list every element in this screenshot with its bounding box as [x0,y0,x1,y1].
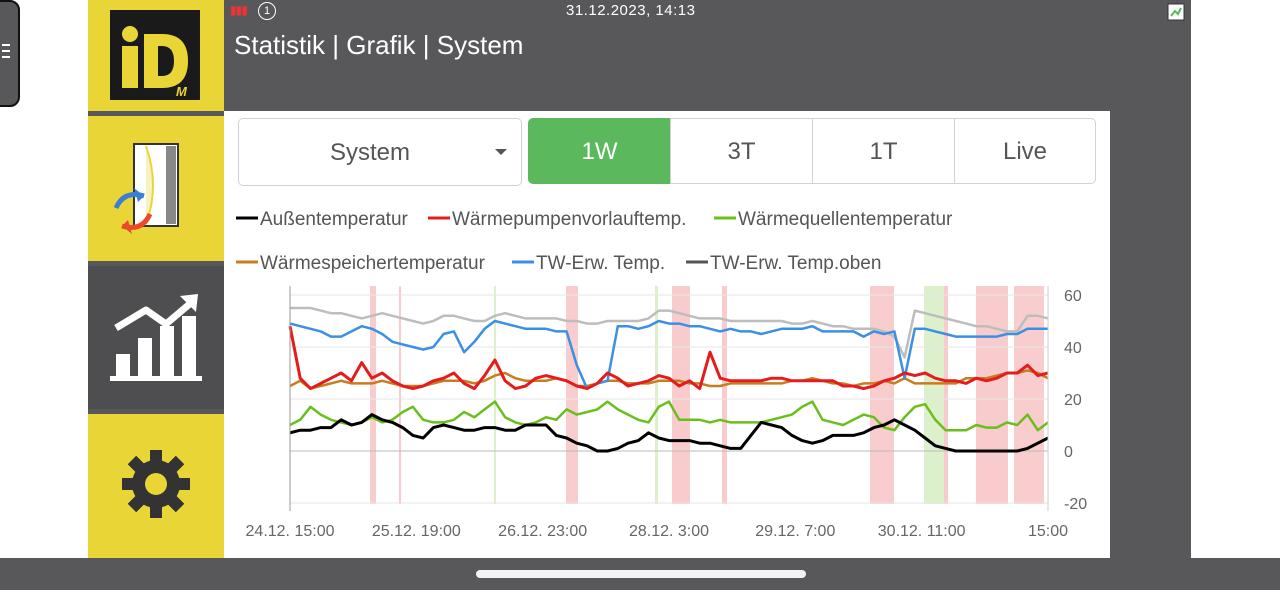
series-line-2 [289,400,1049,432]
sidebar-item-statistics[interactable] [88,266,224,409]
info-icon[interactable]: 1 [258,2,276,20]
y-tick-label: 0 [1064,444,1073,461]
y-tick-label: 40 [1064,340,1082,357]
back-arrow-icon[interactable] [1191,0,1280,558]
x-tick-label: 15:00 [1028,523,1068,540]
x-tick-label: 30.12. 11:00 [878,523,966,540]
legend-label-0[interactable]: Außentemperatur [260,209,409,230]
y-tick-label: 20 [1064,392,1082,409]
hamburger-icon [2,44,10,62]
idm-logo: M [110,10,200,100]
chevron-down-icon [495,149,507,155]
operation-bands [370,286,1044,504]
dropdown-value: System [329,139,410,166]
series-line-1 [288,325,1049,391]
series-line-5 [290,306,1049,359]
chart-icon [110,294,202,381]
range-3t-button[interactable]: 3T [670,118,813,184]
x-tick-label: 29.12. 7:00 [755,523,835,540]
chart-series [288,306,1049,453]
status-bar: ▮▮▮ 1 31.12.2023, 14:13 [230,0,1190,24]
y-tick-label: -20 [1064,496,1087,513]
heat-exchange-icon [113,143,179,234]
status-corner-icon [1167,3,1185,21]
series-line-3 [289,369,1049,390]
range-1t-button[interactable]: 1T [812,118,955,184]
page-title: Statistik | Grafik | System [234,30,524,60]
time-range-group: 1W 3T 1T Live [528,118,1096,184]
legend-label-4[interactable]: TW-Erw. Temp. [536,253,665,274]
range-1w-button[interactable]: 1W [528,118,671,184]
temperature-chart: Außentemperatur Wärmepumpenvorlauftemp. … [236,209,1087,540]
chart-axes: 60 40 20 0 -20 24.12. 15:00 25.12. 19:00 26.12.… [246,286,1087,540]
menu-handle[interactable] [0,0,20,107]
legend-label-1[interactable]: Wärmepumpenvorlauftemp. [452,209,686,230]
system-dropdown[interactable]: System [238,118,522,186]
x-tick-label: 28.12. 3:00 [629,523,709,540]
x-tick-label: 24.12. 15:00 [246,523,335,540]
y-tick-label: 60 [1064,288,1082,305]
sidebar-item-heat-exchange[interactable] [88,116,224,261]
home-indicator[interactable] [476,570,806,578]
datetime: 31.12.2023, 14:13 [566,2,696,19]
legend-label-5[interactable]: TW-Erw. Temp.oben [710,253,881,274]
series-line-4 [289,319,1048,390]
sidebar-item-settings[interactable] [88,414,224,558]
heating-icon: ▮▮▮ [230,3,248,17]
logo-tile[interactable]: M [88,0,224,111]
series-line-0 [289,413,1049,453]
legend-label-2[interactable]: Wärmequellentemperatur [738,209,953,230]
range-live-button[interactable]: Live [954,118,1096,184]
content-panel: System 1W 3T 1T Live [224,111,1110,558]
logo-sub: M [176,84,188,99]
gear-icon [122,450,190,518]
legend-label-3[interactable]: Wärmespeichertemperatur [260,253,486,274]
x-tick-label: 25.12. 19:00 [372,523,461,540]
x-tick-label: 26.12. 23:00 [498,523,587,540]
